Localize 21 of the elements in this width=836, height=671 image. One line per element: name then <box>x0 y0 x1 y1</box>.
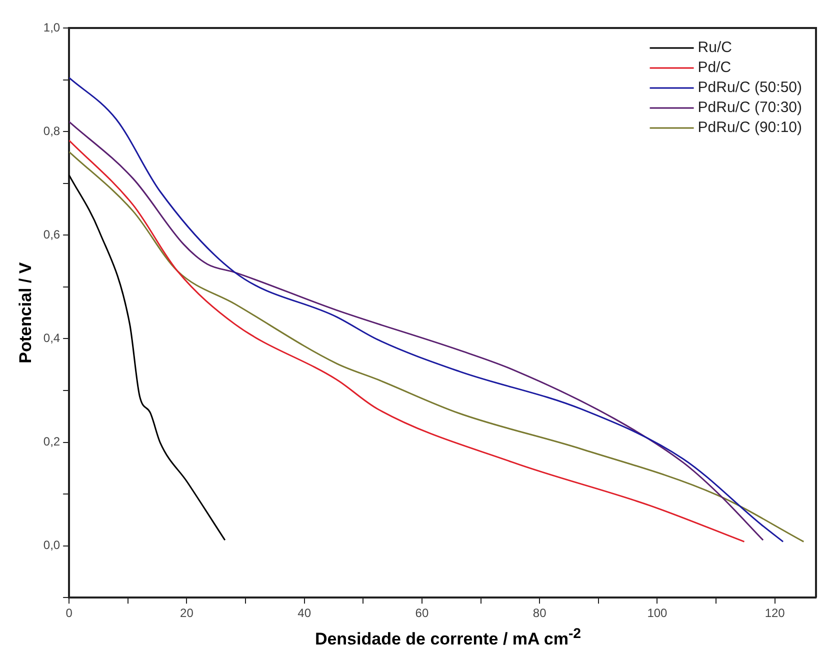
y-axis-title: Potencial / V <box>16 262 35 364</box>
x-tick-label: 0 <box>66 606 73 620</box>
x-tick-label: 100 <box>647 606 668 620</box>
legend-label: Ru/C <box>698 39 732 56</box>
y-tick-label: 0,6 <box>43 227 60 242</box>
y-tick-label: 1,0 <box>43 20 60 34</box>
x-axis-title: Densidade de corrente / mA cm$^{-2}$ <box>314 626 582 650</box>
legend-label: PdRu/C (70:30) <box>698 99 802 116</box>
x-tick-label: 120 <box>764 606 786 620</box>
x-tick-label: 60 <box>415 606 429 620</box>
legend-label: Pd/C <box>698 59 732 76</box>
legend-label: PdRu/C (90:10) <box>698 119 802 136</box>
legend-label: PdRu/C (50:50) <box>698 79 802 96</box>
y-tick-label: 0,4 <box>43 331 60 346</box>
y-tick-label: 0,2 <box>43 434 60 449</box>
y-tick-label: 0,8 <box>43 124 60 138</box>
line-series <box>69 174 226 541</box>
x-tick-label: 40 <box>298 606 312 620</box>
x-tick-label: 20 <box>180 606 194 620</box>
y-tick-label: 0,0 <box>43 538 60 552</box>
x-tick-label: 80 <box>532 606 547 620</box>
